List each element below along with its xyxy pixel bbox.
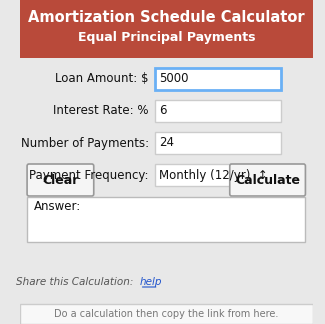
FancyBboxPatch shape	[155, 100, 281, 122]
FancyBboxPatch shape	[20, 304, 313, 324]
Text: 5000: 5000	[160, 73, 189, 86]
Text: Equal Principal Payments: Equal Principal Payments	[77, 31, 255, 44]
Text: Answer:: Answer:	[34, 201, 82, 214]
Text: Share this Calculation:: Share this Calculation:	[16, 277, 137, 287]
FancyBboxPatch shape	[155, 68, 281, 90]
FancyBboxPatch shape	[155, 164, 294, 186]
Text: 24: 24	[160, 136, 175, 149]
Text: Interest Rate: %: Interest Rate: %	[53, 105, 149, 118]
FancyBboxPatch shape	[27, 197, 306, 242]
Text: Loan Amount: $: Loan Amount: $	[55, 73, 149, 86]
FancyBboxPatch shape	[155, 132, 281, 154]
FancyBboxPatch shape	[27, 164, 94, 196]
Text: Monthly (12/yr)  ↕: Monthly (12/yr) ↕	[160, 168, 268, 181]
Text: Number of Payments:: Number of Payments:	[20, 136, 149, 149]
Text: 6: 6	[160, 105, 167, 118]
Text: Amortization Schedule Calculator: Amortization Schedule Calculator	[28, 10, 305, 26]
Text: Do a calculation then copy the link from here.: Do a calculation then copy the link from…	[54, 309, 279, 319]
Text: Payment Frequency:: Payment Frequency:	[29, 168, 149, 181]
Text: Clear: Clear	[42, 173, 79, 187]
Text: help: help	[140, 277, 162, 287]
FancyBboxPatch shape	[20, 0, 313, 58]
Text: Calculate: Calculate	[235, 173, 300, 187]
FancyBboxPatch shape	[230, 164, 306, 196]
